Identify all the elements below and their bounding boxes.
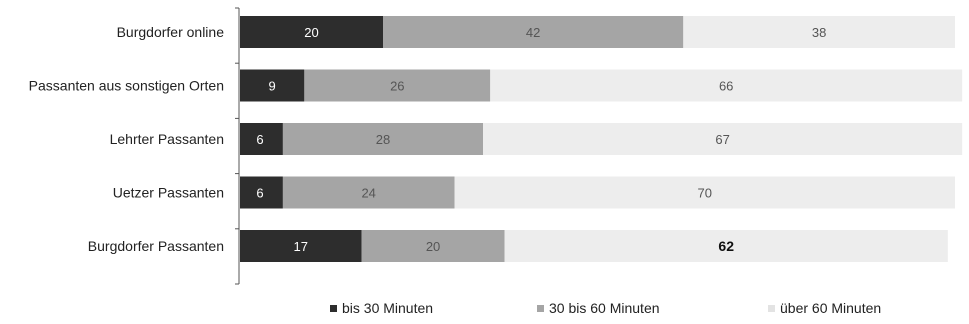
bar-segment (282, 123, 484, 155)
legend: bis 30 Minuten 30 bis 60 Minuten über 60 M… (330, 300, 881, 316)
data-label: 62 (718, 238, 734, 254)
axis-layer (235, 7, 240, 285)
legend-swatch (330, 305, 337, 312)
bar-segment (383, 16, 684, 48)
category-label: Lehrter Passanten (110, 131, 224, 147)
data-label: 26 (390, 79, 404, 94)
data-label: 20 (426, 239, 440, 254)
category-label: Burgdorfer online (117, 24, 225, 40)
legend-entry: bis 30 Minuten (342, 300, 433, 316)
data-label: 20 (304, 25, 318, 40)
legend-entry: 30 bis 60 Minuten (549, 300, 660, 316)
data-label: 42 (526, 25, 540, 40)
bar-segment (683, 16, 955, 48)
bar-segment (490, 69, 963, 102)
data-label: 70 (698, 186, 712, 201)
bar-segment (240, 69, 305, 102)
bar-segment (240, 123, 283, 155)
bar-segment (304, 69, 491, 102)
data-label: 67 (715, 132, 729, 147)
bar-segment (483, 123, 963, 155)
data-label: 28 (376, 132, 390, 147)
data-label: 6 (256, 186, 263, 201)
legend-entry: über 60 Minuten (780, 300, 881, 316)
category-label: Burgdorfer Passanten (88, 238, 224, 254)
bar-segment (454, 176, 955, 209)
data-label: 17 (294, 239, 308, 254)
bar-segment (240, 176, 283, 209)
bar-segment (240, 230, 362, 262)
category-label: Passanten aus sonstigen Orten (29, 78, 224, 94)
bar-segment (361, 230, 505, 262)
data-label: 66 (719, 79, 733, 94)
category-label: Uetzer Passanten (113, 185, 224, 201)
data-label: 9 (269, 79, 276, 94)
bar-segment (282, 176, 455, 209)
legend-swatch (768, 305, 775, 312)
data-label: 38 (812, 25, 826, 40)
category-labels: Burgdorfer online Passanten aus sonstigen… (29, 24, 225, 254)
legend-swatch (537, 305, 544, 312)
bar-segment (504, 230, 948, 262)
data-label: 6 (256, 132, 263, 147)
data-label: 24 (361, 186, 375, 201)
bar-segment (240, 16, 383, 48)
